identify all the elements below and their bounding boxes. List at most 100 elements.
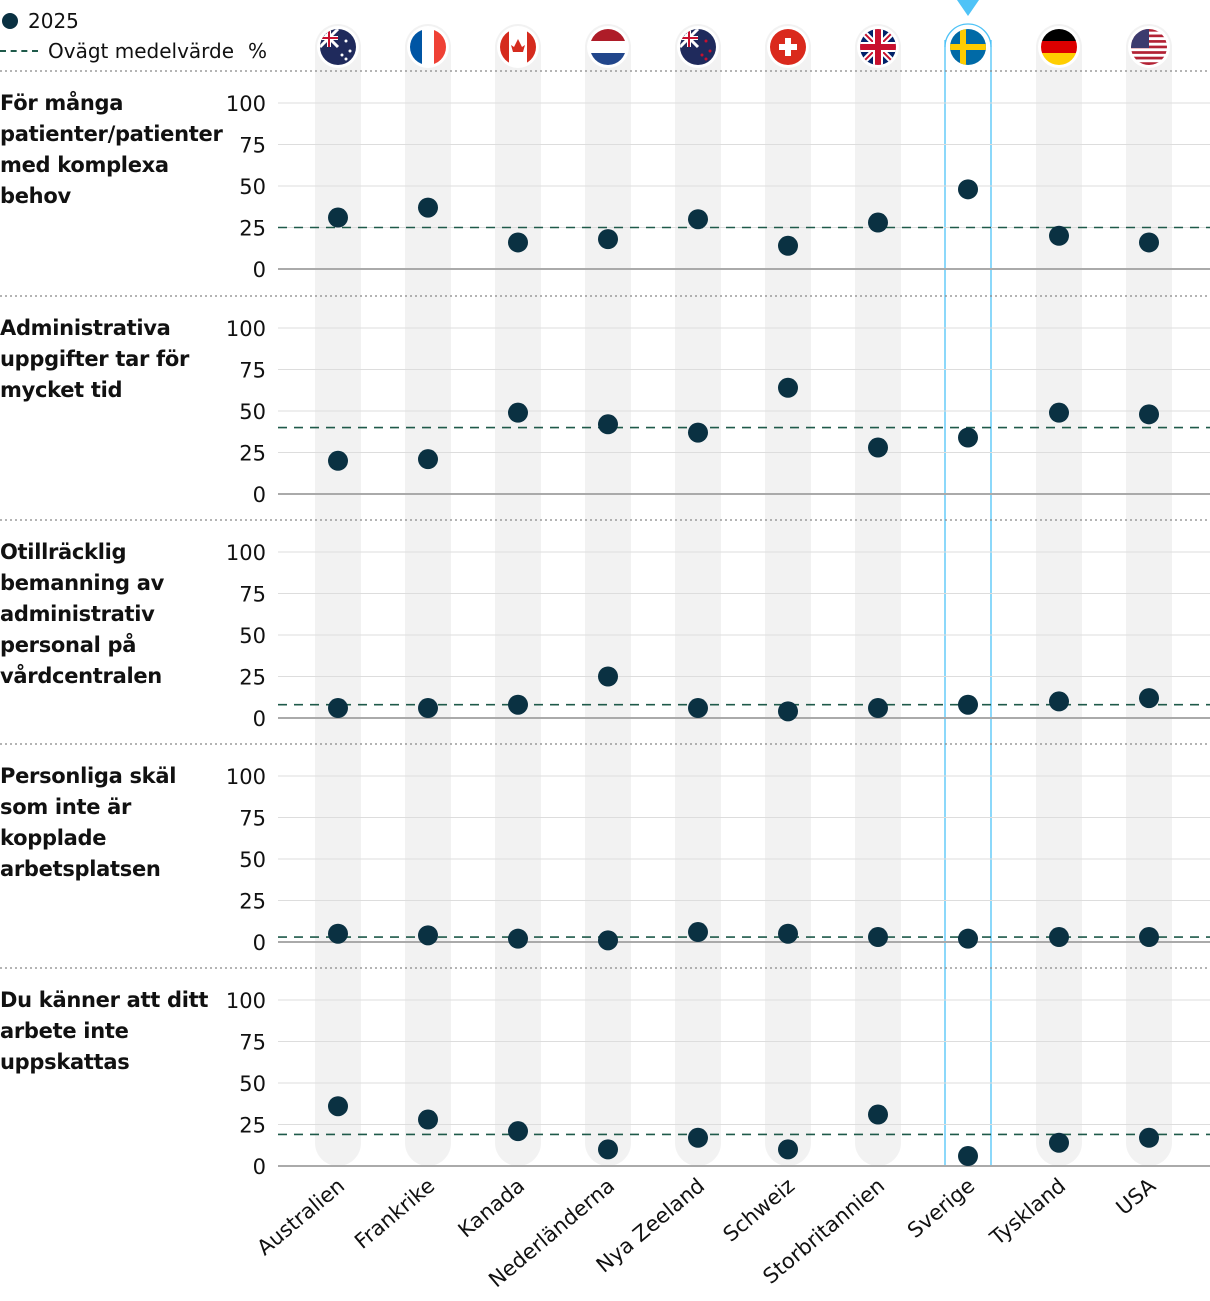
- new-zealand-flag-icon: [677, 26, 719, 68]
- y-tick-label: 75: [239, 1031, 266, 1055]
- data-point-australien: [328, 450, 348, 471]
- panel-title: För många patienter/patienter med komple…: [0, 91, 223, 208]
- x-category-label: USA: [1111, 1173, 1160, 1220]
- flag-part: [1131, 48, 1167, 52]
- data-point-kanada: [508, 928, 528, 949]
- legend-series-label: 2025: [28, 9, 79, 33]
- data-point-kanada: [508, 402, 528, 423]
- y-tick-label: 25: [239, 217, 266, 241]
- y-tick-label: 100: [226, 989, 266, 1013]
- flag-body: [320, 29, 356, 65]
- x-category-label: Schweiz: [719, 1173, 800, 1246]
- y-tick-label: 50: [239, 848, 266, 872]
- flag-part: [527, 29, 536, 65]
- uk-flag-icon: [857, 26, 899, 68]
- data-point-schweiz: [778, 923, 798, 944]
- data-point-storbritannien: [868, 927, 888, 948]
- data-point-storbritannien: [868, 1104, 888, 1125]
- y-tick-label: 50: [239, 400, 266, 424]
- data-point-sverige: [958, 694, 978, 715]
- flag-part: [434, 29, 446, 65]
- data-point-tyskland: [1049, 225, 1069, 246]
- flag-part: [410, 29, 422, 65]
- flag-part: [1041, 29, 1077, 41]
- data-point-usa: [1139, 688, 1159, 709]
- data-point-nederländerna: [598, 1139, 618, 1160]
- y-tick-label: 25: [239, 442, 266, 466]
- flag-body: [1041, 29, 1077, 65]
- data-point-nederländerna: [598, 666, 618, 687]
- dot-marker-icon: [2, 13, 18, 29]
- flag-part: [422, 29, 434, 65]
- data-point-usa: [1139, 927, 1159, 948]
- unit-label: %: [248, 39, 268, 63]
- australia-flag-icon: [317, 26, 359, 68]
- flag-star: [340, 53, 344, 57]
- flag-body: [950, 29, 986, 65]
- usa-flag-icon: [1128, 26, 1170, 68]
- flag-part: [500, 29, 509, 65]
- data-point-nederländerna: [598, 229, 618, 250]
- data-point-nya-zeeland: [688, 209, 708, 230]
- flag-part: [1131, 59, 1167, 63]
- data-point-frankrike: [418, 1109, 438, 1130]
- y-tick-label: 50: [239, 1072, 266, 1096]
- x-category-label: Sverige: [903, 1173, 979, 1242]
- sweden-flag-icon: [947, 26, 989, 68]
- y-tick-label: 0: [253, 258, 266, 282]
- dashed-line-icon: [0, 50, 38, 52]
- y-tick-label: 100: [226, 92, 266, 116]
- data-point-usa: [1139, 404, 1159, 425]
- data-point-storbritannien: [868, 437, 888, 458]
- y-tick-label: 0: [253, 707, 266, 731]
- legend-mean-label: Ovägt medelvärde: [48, 39, 235, 63]
- flag-part: [590, 41, 626, 53]
- y-tick-label: 0: [253, 483, 266, 507]
- y-tick-label: 100: [226, 541, 266, 565]
- flag-part: [1131, 51, 1167, 54]
- data-point-nya-zeeland: [688, 698, 708, 719]
- panel-title: Administrativa uppgifter tar för mycket …: [0, 316, 190, 402]
- data-point-storbritannien: [868, 698, 888, 719]
- highlight-arc: [944, 23, 992, 48]
- x-category-label: Frankrike: [350, 1173, 439, 1253]
- data-point-tyskland: [1049, 1132, 1069, 1153]
- flag-body: [770, 29, 806, 65]
- data-point-storbritannien: [868, 212, 888, 233]
- data-point-sverige: [958, 928, 978, 949]
- data-point-schweiz: [778, 701, 798, 722]
- data-point-nya-zeeland: [688, 922, 708, 943]
- data-point-tyskland: [1049, 691, 1069, 712]
- data-point-kanada: [508, 694, 528, 715]
- flag-body: [590, 29, 626, 65]
- maple-leaf: [511, 39, 525, 52]
- flag-part: [590, 29, 626, 41]
- y-tick-label: 25: [239, 1114, 266, 1138]
- flag-star: [344, 57, 348, 61]
- data-point-frankrike: [418, 449, 438, 470]
- flag-body: [860, 29, 896, 65]
- data-point-frankrike: [418, 197, 438, 218]
- y-tick-label: 25: [239, 666, 266, 690]
- x-category-label: Kanada: [454, 1173, 530, 1242]
- data-point-schweiz: [778, 1139, 798, 1160]
- data-point-kanada: [508, 232, 528, 253]
- column-stripe: [315, 24, 361, 1166]
- flag-part: [1041, 41, 1077, 53]
- column-stripe: [855, 24, 901, 1166]
- canada-flag-icon: [497, 26, 539, 68]
- flag-part: [1131, 53, 1167, 57]
- panel-title: Personliga skäl som inte är kopplade arb…: [0, 764, 177, 881]
- flag-part: [590, 53, 626, 65]
- column-stripe: [675, 24, 721, 1166]
- netherlands-flag-icon: [587, 26, 629, 68]
- flag-part: [1131, 62, 1167, 65]
- data-point-usa: [1139, 232, 1159, 253]
- legend-series: 2025: [0, 6, 267, 36]
- column-stripe: [1036, 24, 1082, 1166]
- flag-body: [680, 29, 716, 65]
- data-point-nya-zeeland: [688, 1127, 708, 1148]
- y-tick-label: 75: [239, 807, 266, 831]
